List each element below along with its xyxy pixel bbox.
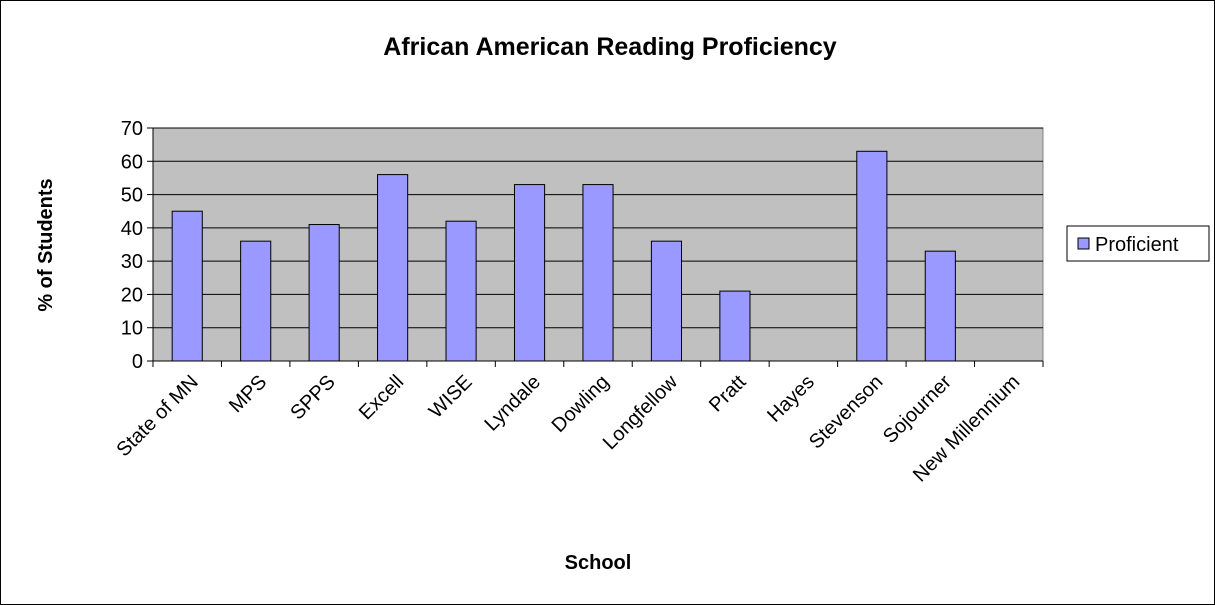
- bar-sojourner: [924, 250, 956, 362]
- y-axis-title: % of Students: [35, 178, 57, 311]
- y-tick-label: 20: [121, 284, 143, 306]
- y-tick-label: 40: [121, 218, 143, 240]
- x-tick-label: SPPS: [286, 371, 339, 424]
- x-tick-label: Pratt: [705, 371, 751, 417]
- y-tick-label: 50: [121, 185, 143, 207]
- y-tick-labels: 0 10 20 30 40 50 60 70: [121, 118, 143, 373]
- x-tick-label: Excell: [355, 371, 408, 424]
- bar-spps: [308, 224, 340, 362]
- x-tick-label: MPS: [225, 371, 271, 417]
- x-tick-label: Dowling: [548, 371, 614, 437]
- bar-excell: [377, 174, 409, 362]
- x-tick-label: Lyndale: [480, 371, 545, 436]
- y-tick-label: 70: [121, 118, 143, 140]
- x-tick-label: Hayes: [763, 371, 819, 427]
- x-tick-label: State of MN: [113, 371, 203, 461]
- legend-swatch-proficient: [1077, 237, 1090, 250]
- bar-wise: [445, 220, 477, 362]
- chart-title: African American Reading Proficiency: [383, 33, 836, 61]
- bar-pratt: [719, 290, 751, 362]
- bar-state-of-mn: [171, 210, 203, 362]
- bar-lyndale: [513, 184, 546, 362]
- bar-dowling: [582, 184, 614, 362]
- y-tick-label: 0: [132, 351, 143, 373]
- bar-stevenson: [856, 150, 888, 362]
- legend: Proficient: [1066, 225, 1210, 262]
- bars: [171, 150, 956, 362]
- legend-label-proficient: Proficient: [1095, 234, 1179, 256]
- y-tick-label: 30: [121, 251, 143, 273]
- x-tick-label: WISE: [425, 371, 477, 423]
- y-tick-label: 10: [121, 318, 143, 340]
- legend-box: [1066, 225, 1210, 262]
- y-tick-label: 60: [121, 151, 143, 173]
- x-tick-label: Longfellow: [599, 371, 683, 455]
- x-tick-labels: State of MN MPS SPPS Excell WISE Lyndale Dowli…: [113, 371, 1025, 487]
- x-axis-title: School: [565, 552, 632, 574]
- bar-mps: [240, 240, 272, 362]
- x-tick-label: Stevenson: [805, 371, 887, 453]
- axes: [147, 127, 1044, 367]
- bar-longfellow: [650, 240, 683, 362]
